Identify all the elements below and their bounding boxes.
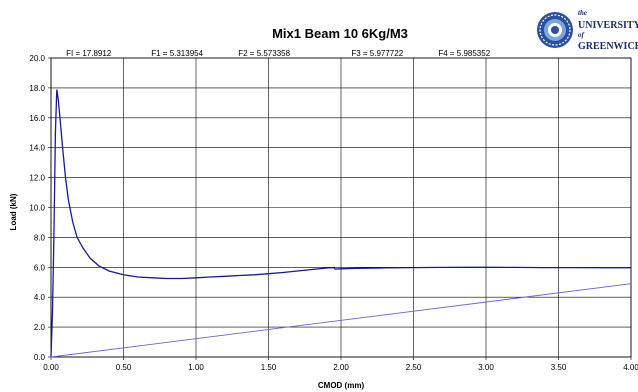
tick-labels: 0.00 0.50 1.00 1.50 2.00 2.50 3.00 3.50 4.00 0.0 2… bbox=[29, 54, 638, 372]
chart-title: Mix1 Beam 10 6Kg/M3 bbox=[272, 26, 408, 41]
force-annotation: F1 = 5.313954 bbox=[151, 49, 203, 58]
x-tick-label: 1.00 bbox=[188, 363, 204, 372]
load-cmod-curve bbox=[50, 89, 631, 358]
annotations: FI = 17.8912 F1 = 5.313954 F2 = 5.573358 F3… bbox=[66, 49, 491, 58]
logo-line-university: UNIVERSITY bbox=[578, 20, 638, 31]
y-tick-label: 6.0 bbox=[34, 263, 46, 272]
y-tick-label: 14.0 bbox=[29, 144, 45, 153]
y-tick-label: 20.0 bbox=[29, 54, 45, 63]
logo-line-the: the bbox=[578, 9, 587, 17]
force-annotation: F4 = 5.985352 bbox=[438, 49, 490, 58]
x-tick-label: 2.00 bbox=[333, 363, 349, 372]
y-axis-label: Load (kN) bbox=[9, 193, 18, 230]
x-tick-label: 2.50 bbox=[406, 363, 422, 372]
x-tick-label: 4.00 bbox=[623, 363, 638, 372]
force-annotation: F2 = 5.573358 bbox=[238, 49, 290, 58]
grid bbox=[48, 57, 632, 360]
logo-line-greenwich: GREENWICH bbox=[578, 41, 638, 52]
y-tick-label: 4.0 bbox=[34, 293, 46, 302]
series-layer bbox=[50, 89, 632, 358]
force-annotation: FI = 17.8912 bbox=[66, 49, 112, 58]
x-tick-label: 1.50 bbox=[261, 363, 277, 372]
y-tick-label: 10.0 bbox=[29, 204, 45, 213]
y-tick-label: 2.0 bbox=[34, 323, 46, 332]
y-tick-label: 12.0 bbox=[29, 174, 45, 183]
x-tick-label: 0.50 bbox=[116, 363, 132, 372]
y-tick-label: 0.0 bbox=[34, 353, 46, 362]
force-annotation: F3 = 5.977722 bbox=[351, 49, 403, 58]
x-tick-label: 3.50 bbox=[551, 363, 567, 372]
x-axis-label: CMOD (mm) bbox=[318, 381, 365, 390]
reference-line bbox=[50, 283, 632, 358]
x-tick-label: 0.00 bbox=[43, 363, 59, 372]
y-tick-label: 8.0 bbox=[34, 233, 46, 242]
university-logo: the UNIVERSITY of GREENWICH bbox=[537, 9, 638, 52]
y-tick-label: 16.0 bbox=[29, 114, 45, 123]
logo-line-of: of bbox=[578, 31, 585, 39]
crest-icon bbox=[537, 12, 573, 48]
x-tick-label: 3.00 bbox=[478, 363, 494, 372]
y-tick-label: 18.0 bbox=[29, 84, 45, 93]
